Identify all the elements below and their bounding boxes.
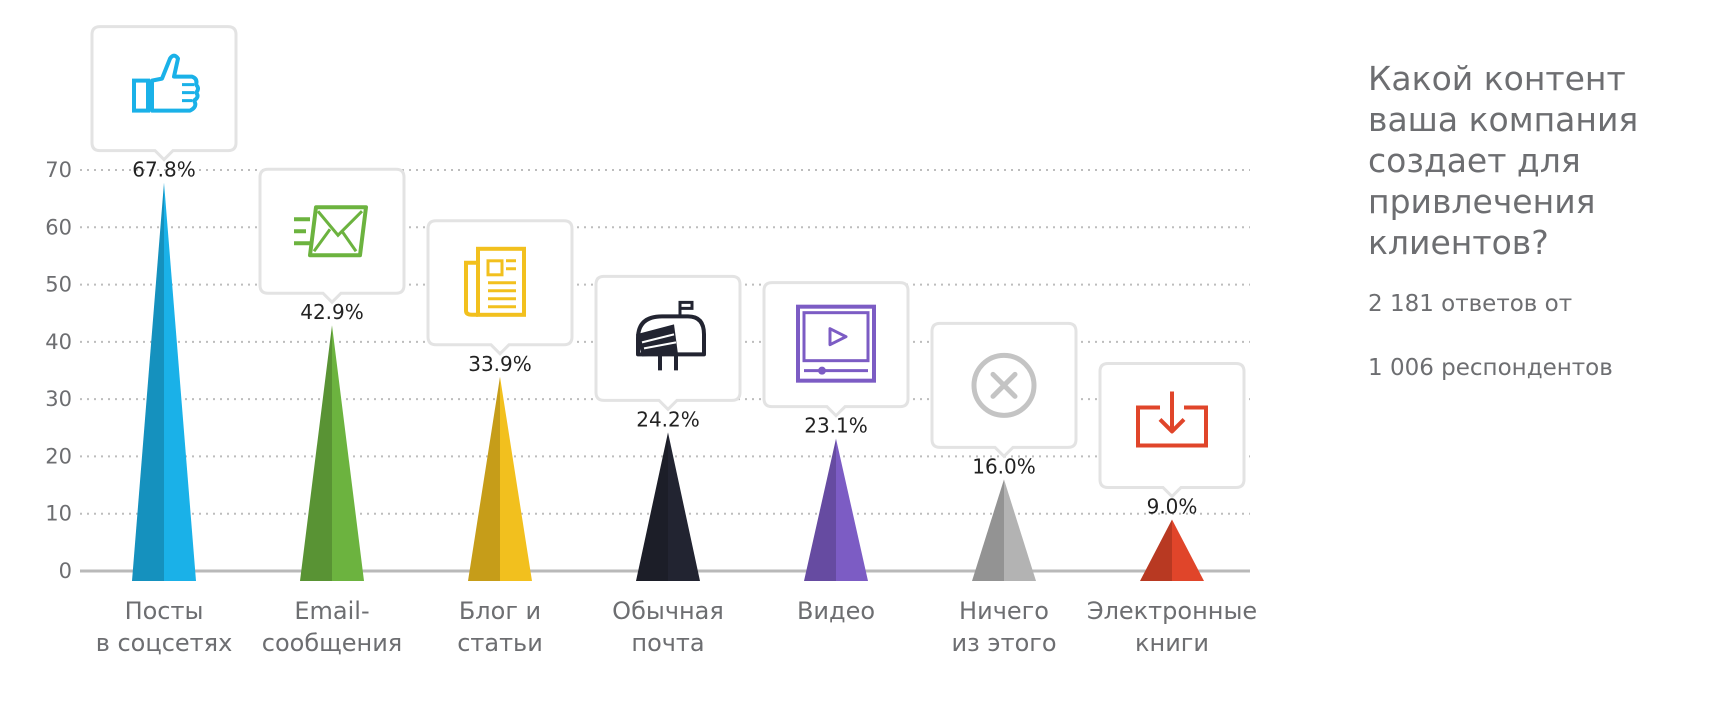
category-label: Обычная: [612, 597, 724, 625]
bars: [132, 182, 1204, 582]
category-label: Email-: [294, 597, 369, 625]
category-label: Посты: [125, 597, 204, 625]
y-tick-label: 0: [59, 559, 72, 583]
download-icon: [1136, 391, 1208, 448]
data-label: 42.9%: [300, 300, 364, 324]
y-tick-label: 20: [45, 444, 72, 468]
thumbs-up-icon: [132, 53, 200, 113]
category-label: в соцсетях: [96, 629, 233, 657]
bar: [804, 438, 868, 581]
icon-callout: [258, 167, 406, 305]
bar: [300, 325, 364, 581]
x-axis: Посты в соцсетях Email-сообщения Блог и стат…: [96, 597, 1257, 657]
data-label: 16.0%: [972, 454, 1036, 478]
bar: [468, 376, 532, 581]
video-player-icon: [796, 304, 876, 383]
y-tick-label: 60: [45, 215, 72, 239]
email-icon: [294, 205, 368, 258]
y-tick-label: 10: [45, 502, 72, 526]
data-label: 33.9%: [468, 352, 532, 376]
category-label: книги: [1135, 629, 1209, 657]
chart-title: Какой контент ваша компания создает для …: [1368, 59, 1639, 262]
data-label: 24.2%: [636, 407, 700, 431]
bar: [132, 182, 196, 582]
y-axis: 0 10 20 30 40 50 60 70: [45, 158, 72, 583]
respondents-count: 1 006 респондентов: [1368, 355, 1613, 381]
category-label: сообщения: [262, 629, 402, 657]
category-label: Ничего: [959, 597, 1049, 625]
category-label: почта: [631, 629, 704, 657]
chart-question-panel: Какой контент ваша компания создает для …: [1368, 58, 1698, 381]
newspaper-icon: [464, 246, 526, 317]
y-tick-label: 50: [45, 273, 72, 297]
icon-callout: [762, 281, 910, 418]
y-tick-label: 30: [45, 387, 72, 411]
category-label: статьи: [457, 629, 543, 657]
bar-chart: 0 10 20 30 40 50 60 70 67.8% 42.9% 33.9% 24.2% 23.1…: [45, 25, 1257, 657]
category-label: Блог и: [459, 597, 541, 625]
bar: [972, 479, 1036, 581]
bar: [636, 432, 700, 581]
icon-callout: [426, 219, 574, 356]
icon-callout: [90, 25, 238, 162]
category-label: из этого: [951, 629, 1056, 657]
icon-callouts: [90, 25, 1246, 499]
data-label: 67.8%: [132, 158, 196, 182]
y-tick-label: 70: [45, 158, 72, 182]
responses-count: 2 181 ответов от: [1368, 291, 1573, 317]
cancel-circle-icon: [971, 352, 1037, 418]
icon-callout: [594, 274, 742, 412]
data-label: 23.1%: [804, 414, 868, 438]
bar: [1140, 519, 1204, 581]
data-labels: 67.8% 42.9% 33.9% 24.2% 23.1% 16.0% 9.0%: [132, 158, 1197, 519]
y-tick-label: 40: [45, 330, 72, 354]
icon-callout: [930, 321, 1078, 459]
mailbox-icon: [636, 300, 706, 371]
category-label: Электронные: [1087, 597, 1257, 625]
category-label: Видео: [797, 597, 875, 625]
data-label: 9.0%: [1147, 494, 1198, 518]
icon-callout: [1098, 361, 1246, 499]
